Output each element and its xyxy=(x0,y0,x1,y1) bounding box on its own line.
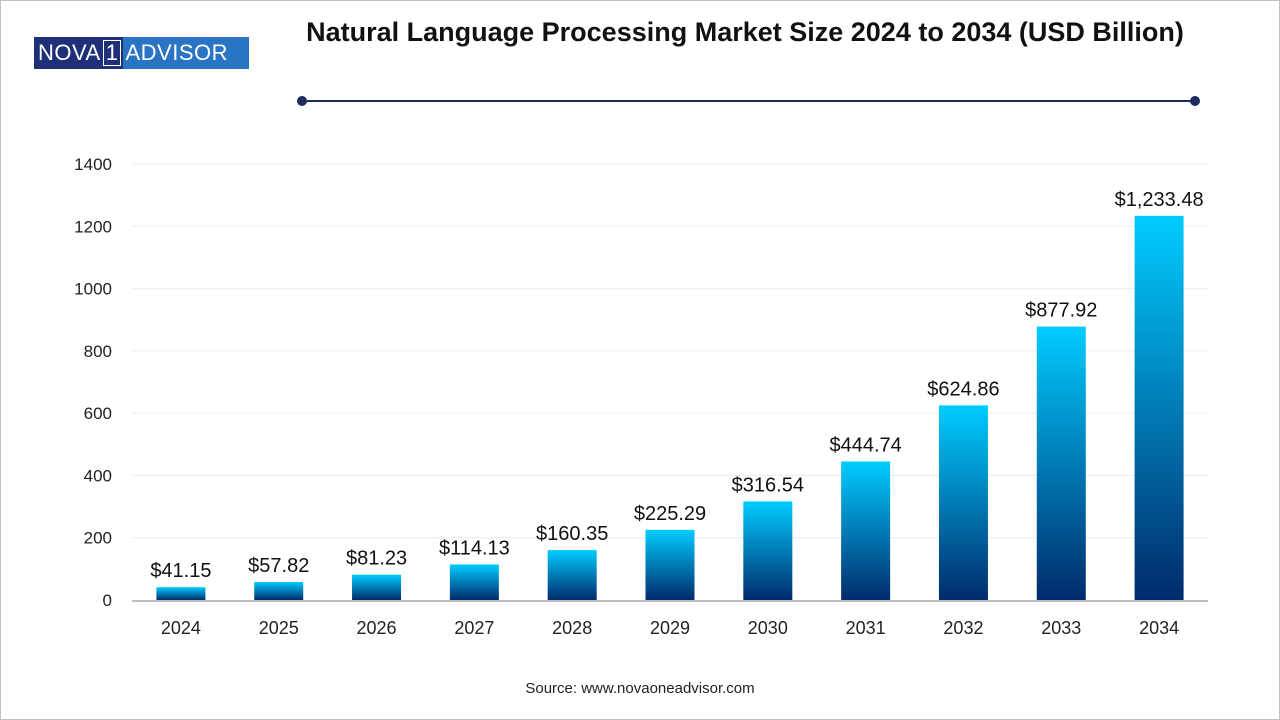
bar-2034 xyxy=(1134,215,1184,601)
data-label: $1,233.48 xyxy=(1115,189,1204,211)
x-tick-label: 2029 xyxy=(650,618,690,638)
y-tick-label: 800 xyxy=(84,342,112,361)
data-label: $444.74 xyxy=(829,434,901,456)
y-tick-label: 1200 xyxy=(74,217,112,236)
logo: NOVA 1 ADVISOR xyxy=(34,37,249,69)
data-label: $57.82 xyxy=(248,555,309,577)
bar-2029 xyxy=(645,529,695,600)
bar-2028 xyxy=(547,550,597,600)
data-label: $160.35 xyxy=(536,523,608,545)
y-tick-label: 200 xyxy=(84,529,112,548)
y-tick-label: 600 xyxy=(84,404,112,423)
chart-title: Natural Language Processing Market Size … xyxy=(306,17,1184,47)
bar-2032 xyxy=(938,405,988,600)
data-label: $877.92 xyxy=(1025,300,1097,322)
title-rule xyxy=(302,100,1195,102)
x-tick-label: 2024 xyxy=(161,618,201,638)
bar-2024 xyxy=(156,587,206,600)
x-tick-label: 2026 xyxy=(357,618,397,638)
x-tick-label: 2027 xyxy=(454,618,494,638)
bar-2025 xyxy=(254,581,304,600)
x-tick-label: 2032 xyxy=(943,618,983,638)
data-label: $41.15 xyxy=(150,560,211,582)
bar-2033 xyxy=(1036,326,1086,600)
x-tick-label: 2033 xyxy=(1041,618,1081,638)
source-note: Source: www.novaoneadvisor.com xyxy=(525,680,755,697)
data-label: $624.86 xyxy=(927,378,999,400)
bar-2031 xyxy=(841,461,891,600)
y-tick-label: 1000 xyxy=(74,280,112,299)
logo-text-advisor: ADVISOR xyxy=(125,40,228,65)
bar-2027 xyxy=(449,564,499,600)
data-label: $81.23 xyxy=(346,548,407,570)
x-tick-label: 2031 xyxy=(846,618,886,638)
x-tick-label: 2025 xyxy=(259,618,299,638)
data-label: $316.54 xyxy=(732,474,804,496)
data-label: $114.13 xyxy=(439,537,510,559)
logo-left: NOVA 1 xyxy=(34,37,124,69)
data-label: $225.29 xyxy=(634,503,706,525)
y-tick-label: 0 xyxy=(103,591,112,610)
logo-right: ADVISOR xyxy=(123,37,249,69)
y-tick-label: 1400 xyxy=(74,155,112,174)
y-tick-label: 400 xyxy=(84,466,112,485)
logo-text-nova: NOVA xyxy=(38,40,101,65)
x-tick-label: 2030 xyxy=(748,618,788,638)
logo-text-one: 1 xyxy=(102,40,122,66)
bar-2030 xyxy=(743,501,793,600)
bar-2026 xyxy=(352,574,402,600)
rule-dot-right xyxy=(1190,96,1200,106)
x-tick-label: 2028 xyxy=(552,618,592,638)
x-tick-label: 2034 xyxy=(1139,618,1179,638)
